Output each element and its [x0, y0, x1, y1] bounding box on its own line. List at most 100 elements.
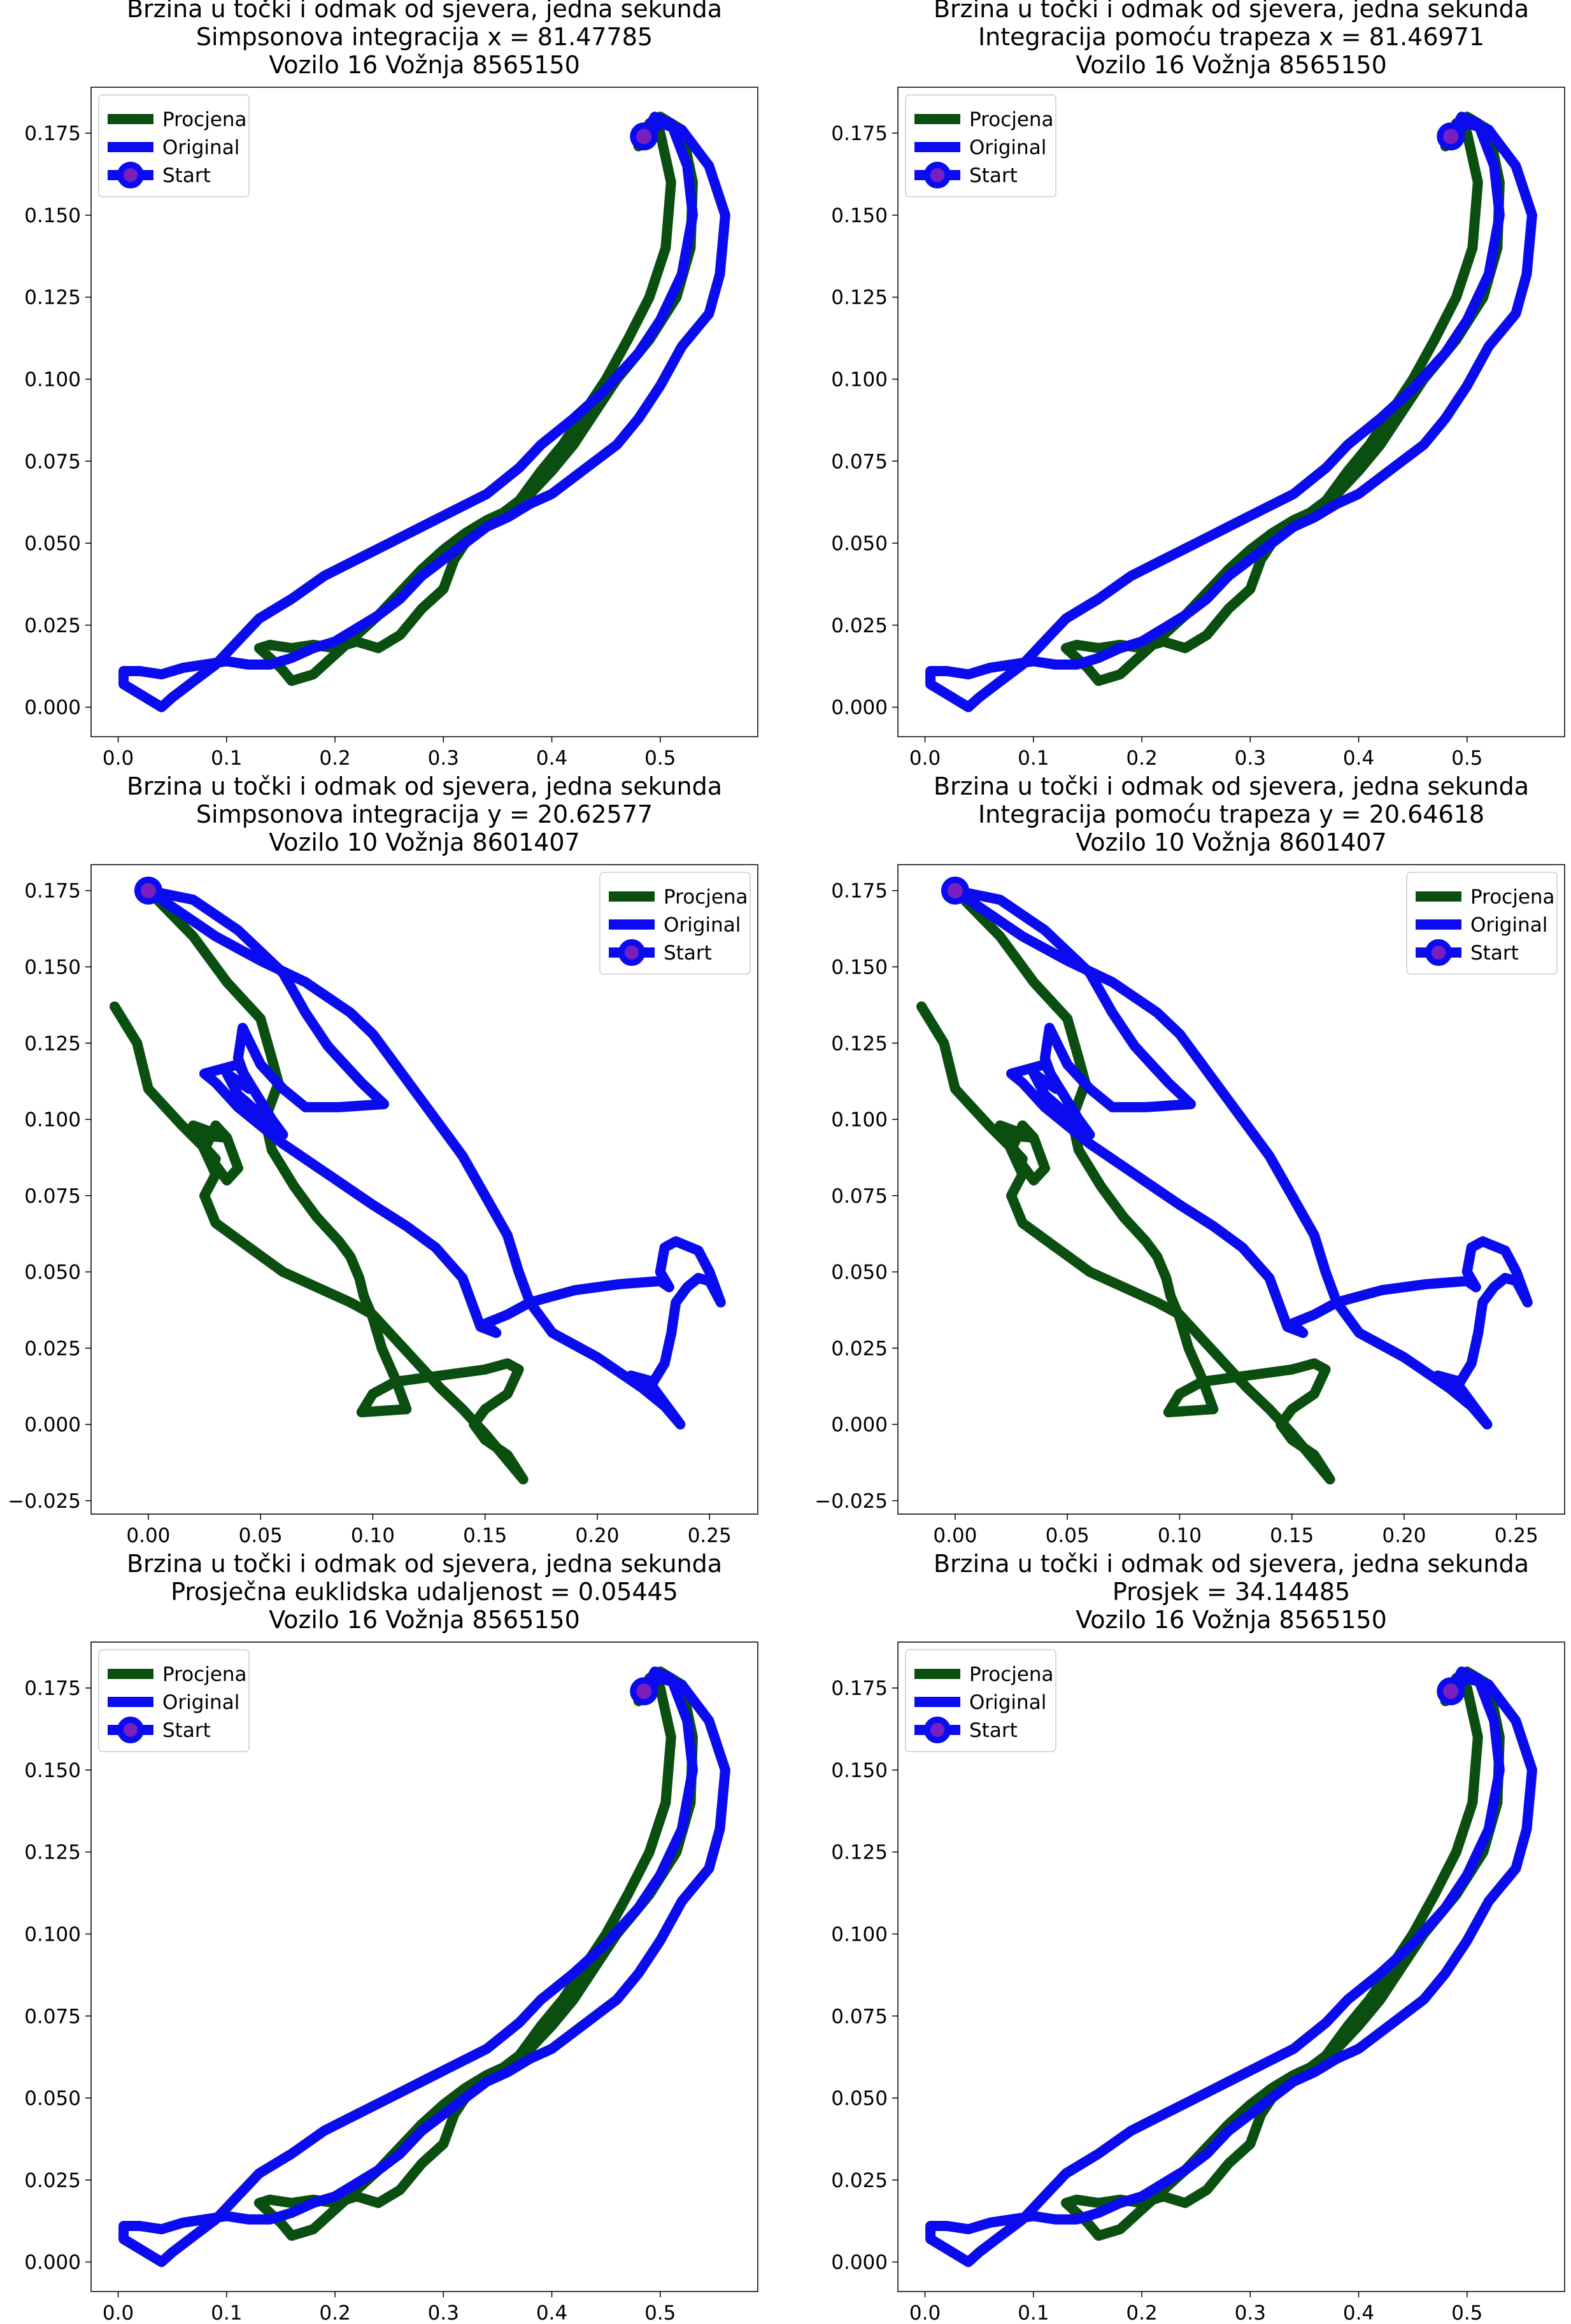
legend-label: Procjena — [969, 108, 1054, 131]
subplot-5: Brzina u točki i odmak od sjevera, jedna… — [24, 1550, 758, 2324]
series-line-procjena — [253, 111, 698, 686]
y-tick-label: 0.150 — [24, 204, 81, 227]
series-line-procjena — [1060, 111, 1505, 686]
x-tick-label: 0.25 — [1495, 1524, 1539, 1547]
x-tick-label: 0.20 — [1382, 1524, 1426, 1547]
x-tick-label: 0.4 — [536, 2302, 567, 2324]
x-tick-label: 0.4 — [1343, 747, 1374, 770]
y-tick-label: 0.150 — [831, 204, 888, 227]
subplot-title-line: Vozilo 10 Vožnja 8601407 — [1076, 828, 1387, 856]
x-tick-label: 0.2 — [1126, 747, 1157, 770]
x-tick-label: 0.3 — [1235, 2302, 1266, 2324]
axes-frame — [897, 1641, 1565, 2292]
subplot-title-line: Brzina u točki i odmak od sjevera, jedna… — [127, 1550, 722, 1578]
x-tick-label: 0.5 — [644, 747, 676, 770]
legend-label: Original — [1470, 914, 1547, 937]
y-tick-label: 0.050 — [831, 2087, 888, 2110]
subplot-title-line: Brzina u točki i odmak od sjevera, jedna… — [127, 0, 722, 23]
y-tick-label: 0.025 — [831, 2169, 888, 2192]
y-tick-label: 0.000 — [24, 697, 81, 719]
y-tick-label: 0.150 — [24, 1759, 81, 1782]
x-tick-label: 0.5 — [1451, 2302, 1482, 2324]
subplot-title-line: Prosječna euklidska udaljenost = 0.05445 — [171, 1578, 678, 1606]
legend-start-marker — [117, 162, 144, 188]
y-tick-label: 0.175 — [831, 122, 888, 145]
legend-label: Procjena — [664, 886, 748, 909]
y-tick-label: 0.125 — [24, 1032, 81, 1055]
y-tick-label: 0.100 — [831, 368, 888, 391]
y-tick-label: 0.050 — [831, 1261, 888, 1284]
subplot-title-line: Simpsonova integracija x = 81.47785 — [196, 23, 653, 51]
x-tick-label: 0.15 — [463, 1524, 507, 1547]
x-tick-label: 0.05 — [239, 1524, 283, 1547]
y-tick-label: 0.075 — [24, 1185, 81, 1208]
x-tick-label: 0.0 — [103, 2302, 134, 2324]
legend-label: Original — [162, 1691, 239, 1714]
legend-start-marker — [618, 939, 645, 966]
subplot-6: Brzina u točki i odmak od sjevera, jedna… — [831, 1550, 1565, 2324]
x-tick-label: 0.2 — [319, 747, 350, 770]
series-line-procjena — [110, 885, 529, 1485]
legend-label: Start — [162, 1719, 211, 1742]
x-tick-label: 0.00 — [126, 1524, 170, 1547]
start-marker — [1437, 1677, 1465, 1706]
x-tick-label: 0.00 — [933, 1524, 977, 1547]
plot-area — [916, 876, 1533, 1485]
start-marker — [630, 122, 658, 151]
y-tick-label: 0.075 — [831, 1185, 888, 1208]
plot-area — [925, 111, 1537, 712]
y-tick-label: 0.025 — [24, 1337, 81, 1360]
x-tick-label: 0.1 — [211, 2302, 242, 2324]
y-tick-label: 0.150 — [831, 1759, 888, 1782]
y-tick-label: 0.075 — [831, 2005, 888, 2028]
series-line-original — [143, 885, 726, 1430]
legend-label: Start — [1470, 942, 1519, 965]
x-tick-label: 0.0 — [909, 2302, 941, 2324]
y-tick-label: 0.150 — [24, 956, 81, 979]
y-tick-label: 0.025 — [24, 2169, 81, 2192]
start-marker — [1437, 122, 1465, 151]
subplot-3: Brzina u točki i odmak od sjevera, jedna… — [8, 772, 758, 1547]
legend-label: Original — [969, 136, 1046, 159]
legend-label: Start — [162, 164, 211, 187]
subplot-1: Brzina u točki i odmak od sjevera, jedna… — [24, 0, 758, 770]
legend: Procjena Original Start — [905, 1649, 1056, 1752]
start-marker — [941, 876, 969, 905]
legend-label: Procjena — [1470, 886, 1555, 909]
x-tick-label: 0.2 — [1126, 2302, 1157, 2324]
legend: Procjena Original Start — [599, 872, 751, 975]
y-tick-label: 0.000 — [24, 2251, 81, 2274]
axes-frame — [897, 864, 1565, 1515]
x-tick-label: 0.4 — [536, 747, 567, 770]
x-tick-label: 0.05 — [1046, 1524, 1090, 1547]
plot-area — [925, 1666, 1537, 2267]
y-tick-label: 0.175 — [831, 1677, 888, 1700]
y-tick-label: 0.075 — [831, 450, 888, 473]
axes-frame — [90, 864, 758, 1515]
y-tick-label: 0.100 — [831, 1923, 888, 1946]
x-tick-label: 0.15 — [1270, 1524, 1314, 1547]
y-tick-label: 0.125 — [24, 1841, 81, 1864]
subplot-title-line: Integracija pomoću trapeza x = 81.46971 — [978, 23, 1484, 51]
plot-area — [110, 876, 726, 1485]
x-tick-label: 0.1 — [1018, 747, 1049, 770]
y-tick-label: 0.125 — [831, 1032, 888, 1055]
subplot-title-line: Integracija pomoću trapeza y = 20.64618 — [978, 800, 1484, 828]
x-tick-label: 0.1 — [1018, 2302, 1049, 2324]
y-tick-label: 0.050 — [24, 1261, 81, 1284]
y-tick-label: 0.175 — [24, 122, 81, 145]
legend: Procjena Original Start — [1406, 872, 1558, 975]
x-tick-label: 0.25 — [688, 1524, 732, 1547]
x-tick-label: 0.20 — [575, 1524, 619, 1547]
plot-area — [118, 1666, 730, 2267]
y-tick-label: 0.025 — [24, 614, 81, 637]
y-tick-label: 0.050 — [24, 2087, 81, 2110]
subplot-title-line: Brzina u točki i odmak od sjevera, jedna… — [934, 1550, 1529, 1578]
y-tick-label: 0.050 — [24, 532, 81, 555]
legend: Procjena Original Start — [98, 1649, 250, 1752]
x-tick-label: 0.2 — [319, 2302, 350, 2324]
subplot-title-line: Simpsonova integracija y = 20.62577 — [196, 800, 653, 828]
legend: Procjena Original Start — [98, 94, 250, 197]
y-tick-label: 0.125 — [831, 1841, 888, 1864]
